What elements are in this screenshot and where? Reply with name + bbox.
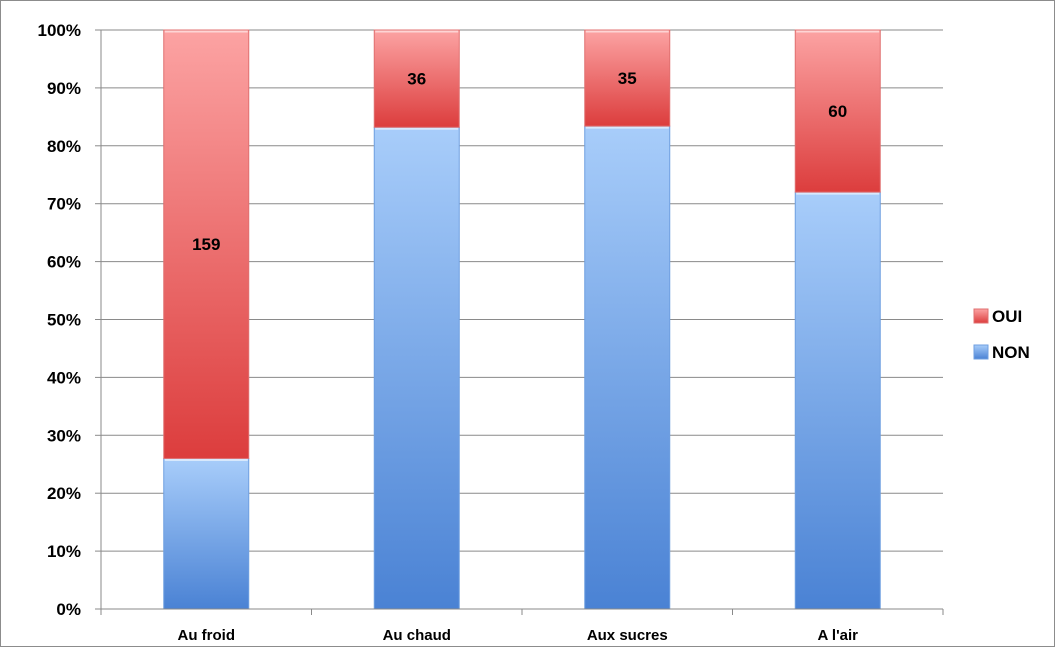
legend-swatch-non [973, 344, 989, 360]
x-tick-label: Aux sucres [587, 627, 668, 644]
x-tick-label: Au chaud [383, 627, 451, 644]
bar-oui-1 [163, 29, 250, 459]
y-tick-label: 40% [47, 368, 81, 387]
legend: OUI NON [973, 307, 1030, 362]
data-label: 159 [192, 235, 220, 254]
bar-non-1 [163, 457, 250, 610]
legend-label-oui: OUI [992, 307, 1022, 326]
y-tick-label: 60% [47, 253, 81, 272]
labels: 0% 10% 20% 30% 40% 50% 60% 70% 80% 90% 100% 159 Au f… [38, 21, 859, 644]
y-tick-label: 10% [47, 542, 81, 561]
bars [163, 29, 881, 610]
x-tick-label: A l'air [817, 627, 858, 644]
y-tick-label: 50% [47, 311, 81, 330]
bar-non-2 [373, 126, 460, 610]
legend-label-non: NON [992, 343, 1030, 362]
legend-swatch-oui [973, 308, 989, 324]
data-label: 36 [407, 70, 426, 89]
data-label: 60 [828, 102, 847, 121]
y-tick-label: 70% [47, 195, 81, 214]
y-tick-label: 100% [38, 21, 81, 40]
y-tick-label: 0% [56, 600, 81, 619]
data-label: 35 [618, 69, 637, 88]
bar-non-4 [794, 191, 881, 610]
bar-oui-3 [584, 29, 671, 127]
bar-oui-2 [373, 29, 460, 128]
x-tick-label: Au froid [178, 627, 236, 644]
y-tick-label: 30% [47, 426, 81, 445]
bar-oui-4 [794, 29, 881, 193]
y-tick-label: 80% [47, 137, 81, 156]
y-tick-label: 20% [47, 484, 81, 503]
axes [95, 29, 944, 615]
bar-non-3 [584, 125, 671, 610]
y-tick-label: 90% [47, 79, 81, 98]
